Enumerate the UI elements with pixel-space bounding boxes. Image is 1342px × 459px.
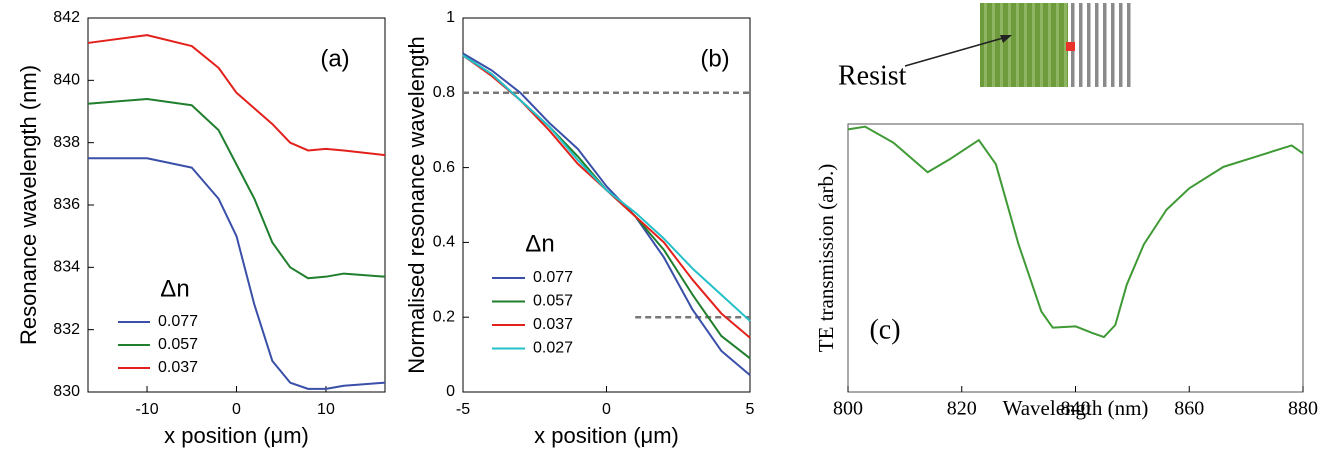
stripe	[1040, 3, 1043, 87]
stripe	[1024, 3, 1027, 87]
stripe	[1095, 3, 1099, 87]
series-line	[87, 98, 386, 280]
y-axis-label: Resonance wavelength (nm)	[16, 65, 41, 345]
stripe	[1056, 3, 1059, 87]
y-tick-label: 838	[53, 134, 80, 151]
y-tick-label: 1	[446, 9, 455, 26]
y-tick-label: 836	[53, 196, 80, 213]
stripe	[1064, 3, 1067, 87]
y-tick-label: 0.6	[433, 159, 455, 176]
legend-title: Δn	[160, 275, 189, 302]
x-axis-label: x position (μm)	[534, 423, 679, 448]
series-line	[462, 54, 751, 322]
x-axis-label: Wavelength (nm)	[1003, 396, 1149, 420]
legend-label: 0.027	[533, 340, 573, 357]
inset-diagram: Resist	[838, 3, 1131, 91]
series-line	[87, 34, 386, 157]
stripe	[1119, 3, 1123, 87]
chart: 800 820 840 860 880 Wavelength (nm) TE transmi…	[814, 123, 1318, 420]
stripe	[1016, 3, 1019, 87]
y-tick-label: 832	[53, 321, 80, 338]
legend-label: 0.077	[533, 269, 573, 286]
series-line	[88, 157, 386, 390]
y-tick-label: 834	[53, 259, 80, 276]
x-tick-label: -10	[135, 401, 158, 418]
x-tick-label: 840	[1061, 398, 1091, 420]
y-axis-label: Normalised resonance wavelength	[404, 36, 429, 374]
stripe	[1000, 3, 1003, 87]
legend-label: 0.077	[158, 313, 198, 330]
stripe	[1008, 3, 1011, 87]
stripe	[1032, 3, 1035, 87]
y-tick-label: 0.2	[433, 308, 455, 325]
series-line	[462, 52, 751, 376]
y-tick-label: 830	[53, 383, 80, 400]
series-line	[847, 125, 1304, 339]
chart: -10 0 10 830 832 834 836 838 840 842 x position (μ…	[16, 9, 386, 448]
x-tick-label: -5	[456, 401, 470, 418]
panel-label: (a)	[320, 45, 349, 72]
stripe	[1087, 3, 1091, 87]
stripe	[1111, 3, 1115, 87]
y-tick-label: 0	[446, 383, 455, 400]
stripe	[1127, 3, 1131, 87]
x-tick-label: 860	[1174, 398, 1204, 420]
legend-label: 0.057	[158, 336, 198, 353]
x-tick-label: 820	[947, 398, 977, 420]
x-axis-label: x position (μm)	[164, 423, 309, 448]
legend-title: Δn	[525, 230, 554, 257]
y-tick-label: 840	[53, 72, 80, 89]
series-line	[462, 54, 751, 339]
y-axis-label: TE transmission (arb.)	[814, 164, 838, 352]
x-tick-label: 800	[833, 398, 863, 420]
arrow	[904, 35, 1011, 67]
x-tick-label: 0	[602, 401, 611, 418]
panel-label: (c)	[869, 314, 900, 345]
x-tick-label: 5	[746, 401, 755, 418]
x-tick-label: 0	[232, 401, 241, 418]
stripe	[1103, 3, 1107, 87]
y-tick-label: 0.8	[433, 84, 455, 101]
stripe	[992, 3, 995, 87]
stripe	[1079, 3, 1083, 87]
legend-label: 0.057	[533, 293, 573, 310]
legend-label: 0.037	[533, 316, 573, 333]
y-tick-label: 0.4	[433, 234, 455, 251]
chart: -5 0 500.20.40.60.81x position (μm)Normali…	[404, 9, 755, 448]
legend-label: 0.037	[158, 359, 198, 376]
stripe	[1048, 3, 1051, 87]
x-tick-label: 880	[1288, 398, 1318, 420]
panel-label: (b)	[700, 45, 729, 72]
stripe	[984, 3, 987, 87]
x-tick-label: 10	[317, 401, 335, 418]
y-tick-label: 842	[53, 9, 80, 26]
inset-label: Resist	[838, 60, 907, 91]
series-line	[462, 54, 751, 360]
plot-frame	[462, 17, 751, 393]
grating	[984, 3, 1131, 87]
marker	[1066, 42, 1075, 51]
plot-frame	[87, 17, 386, 393]
arrow-head	[1000, 35, 1012, 43]
